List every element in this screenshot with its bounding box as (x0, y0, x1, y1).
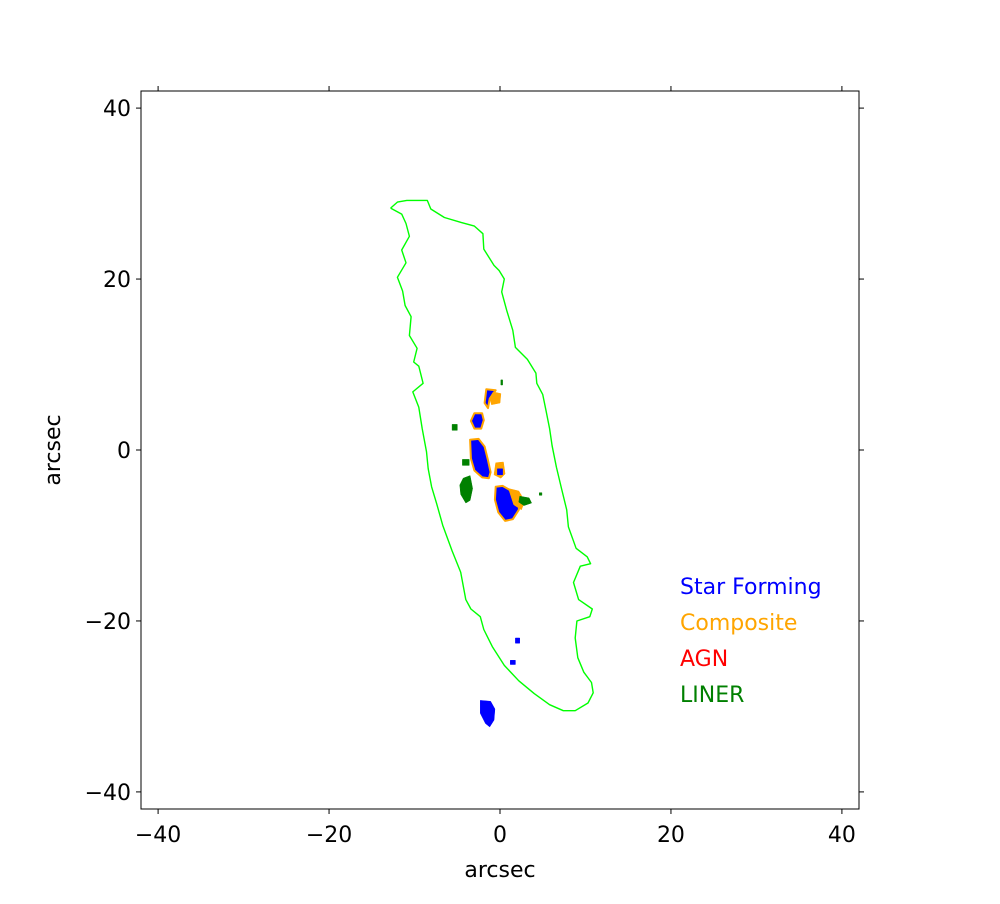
star-forming-region (480, 700, 496, 728)
legend-entry: AGN (680, 647, 728, 672)
legend-entry: Star Forming (680, 575, 822, 600)
composite-region (508, 488, 526, 511)
galaxy-contour (390, 199, 594, 712)
x-tick-label: −40 (135, 823, 181, 848)
legend-entry: LINER (680, 683, 744, 708)
liner-region (459, 475, 473, 504)
x-tick-label: 20 (657, 823, 685, 848)
contour-layer (390, 199, 594, 712)
y-tick-label: −40 (85, 781, 131, 806)
star-forming-region (510, 660, 516, 665)
liner-region (518, 495, 532, 506)
star-forming-region (497, 468, 503, 476)
y-axis-label: arcsec (41, 414, 66, 485)
liner-region (451, 424, 458, 431)
y-tick-label: 0 (117, 439, 131, 464)
legend: Star Forming Composite AGN LINER (680, 575, 822, 708)
region-layer (451, 379, 543, 728)
star-forming-region (515, 637, 520, 644)
liner-region (500, 379, 503, 386)
x-tick-label: 40 (828, 823, 856, 848)
liner-region (462, 459, 470, 466)
y-tick-label: 20 (103, 268, 131, 293)
x-axis-label: arcsec (464, 858, 535, 883)
y-tick-label: −20 (85, 610, 131, 635)
legend-entry: Composite (680, 611, 797, 636)
plot-frame (140, 90, 860, 810)
y-tick-label: 40 (103, 97, 131, 122)
star-forming-region (469, 412, 485, 430)
x-tick-label: 0 (493, 823, 507, 848)
liner-region (539, 492, 543, 496)
composite-region (489, 391, 502, 405)
x-tick-label: −20 (306, 823, 352, 848)
star-forming-region (469, 437, 492, 480)
ticks-layer: −40 −20 0 20 40 40 20 0 −20 −40 (85, 86, 864, 848)
